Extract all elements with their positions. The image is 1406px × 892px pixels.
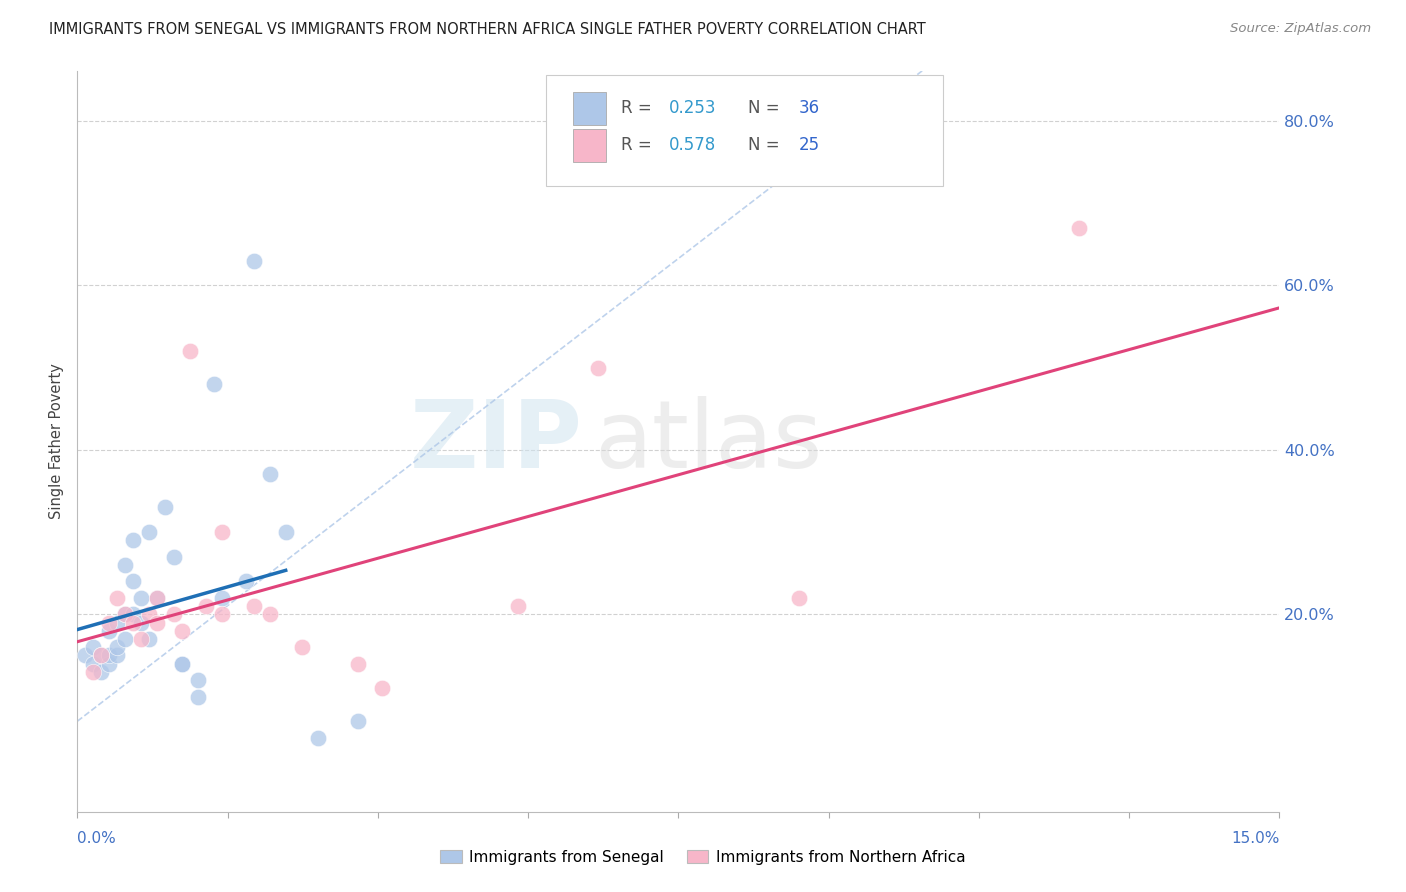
Point xyxy=(187,690,209,704)
Point xyxy=(131,591,153,605)
Point xyxy=(211,524,233,539)
Point xyxy=(90,648,112,663)
Point xyxy=(98,648,121,663)
Point xyxy=(82,665,104,679)
Point xyxy=(170,657,193,671)
Point xyxy=(122,607,145,622)
Point xyxy=(211,591,233,605)
Point xyxy=(107,648,129,663)
Point xyxy=(259,467,281,482)
FancyBboxPatch shape xyxy=(546,75,943,186)
Point xyxy=(138,607,160,622)
Point xyxy=(114,632,136,646)
Point xyxy=(259,607,281,622)
Text: Source: ZipAtlas.com: Source: ZipAtlas.com xyxy=(1230,22,1371,36)
Text: 15.0%: 15.0% xyxy=(1232,831,1279,846)
Point xyxy=(131,615,153,630)
Point xyxy=(82,657,104,671)
Y-axis label: Single Father Poverty: Single Father Poverty xyxy=(49,364,65,519)
Point xyxy=(107,591,129,605)
Text: 36: 36 xyxy=(799,99,820,118)
Point xyxy=(107,615,129,630)
Point xyxy=(162,549,184,564)
Point xyxy=(194,599,217,613)
Point xyxy=(98,624,121,638)
Point xyxy=(235,574,257,589)
FancyBboxPatch shape xyxy=(572,92,606,125)
Point xyxy=(170,624,193,638)
Point xyxy=(274,524,297,539)
Point xyxy=(155,500,177,515)
Point xyxy=(146,615,169,630)
Text: 0.0%: 0.0% xyxy=(77,831,117,846)
Text: IMMIGRANTS FROM SENEGAL VS IMMIGRANTS FROM NORTHERN AFRICA SINGLE FATHER POVERTY: IMMIGRANTS FROM SENEGAL VS IMMIGRANTS FR… xyxy=(49,22,927,37)
Point xyxy=(187,673,209,687)
Point xyxy=(508,599,530,613)
Legend: Immigrants from Senegal, Immigrants from Northern Africa: Immigrants from Senegal, Immigrants from… xyxy=(434,844,972,871)
Point xyxy=(242,253,264,268)
Text: R =: R = xyxy=(620,99,657,118)
Point xyxy=(114,558,136,572)
Point xyxy=(291,640,314,655)
Point xyxy=(90,648,112,663)
Text: R =: R = xyxy=(620,136,657,154)
Point xyxy=(1069,220,1091,235)
Point xyxy=(211,607,233,622)
Point xyxy=(138,524,160,539)
FancyBboxPatch shape xyxy=(572,128,606,162)
Point xyxy=(131,632,153,646)
Point xyxy=(107,640,129,655)
Point xyxy=(146,591,169,605)
Point xyxy=(162,607,184,622)
Point xyxy=(371,681,394,696)
Point xyxy=(588,360,610,375)
Point xyxy=(98,615,121,630)
Text: 0.578: 0.578 xyxy=(669,136,716,154)
Point xyxy=(307,731,329,745)
Text: atlas: atlas xyxy=(595,395,823,488)
Text: N =: N = xyxy=(748,99,785,118)
Point xyxy=(787,591,810,605)
Point xyxy=(75,648,97,663)
Point xyxy=(179,344,201,359)
Point xyxy=(114,607,136,622)
Point xyxy=(98,657,121,671)
Point xyxy=(170,657,193,671)
Text: N =: N = xyxy=(748,136,785,154)
Point xyxy=(122,615,145,630)
Point xyxy=(90,665,112,679)
Point xyxy=(138,632,160,646)
Point xyxy=(347,657,370,671)
Text: 0.253: 0.253 xyxy=(669,99,716,118)
Point xyxy=(242,599,264,613)
Point xyxy=(114,607,136,622)
Point xyxy=(122,574,145,589)
Text: ZIP: ZIP xyxy=(409,395,582,488)
Point xyxy=(146,591,169,605)
Text: 25: 25 xyxy=(799,136,820,154)
Point xyxy=(122,533,145,548)
Point xyxy=(82,640,104,655)
Point xyxy=(347,714,370,729)
Point xyxy=(202,376,225,391)
